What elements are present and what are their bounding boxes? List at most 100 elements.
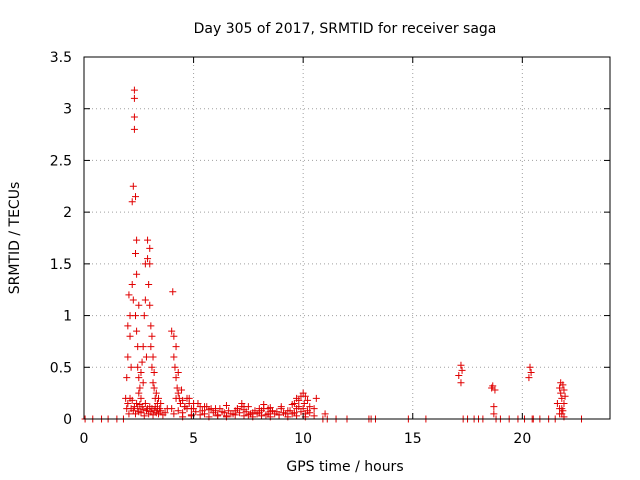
- x-tick-label: 20: [513, 431, 531, 447]
- data-point: [240, 403, 248, 411]
- data-point: [295, 396, 303, 404]
- data-point: [137, 368, 145, 376]
- data-point: [149, 353, 157, 361]
- data-point: [264, 405, 272, 413]
- x-axis-label: GPS time / hours: [286, 459, 403, 475]
- data-point: [152, 389, 160, 397]
- data-point: [174, 368, 182, 376]
- data-point: [123, 374, 131, 382]
- data-point: [490, 403, 498, 411]
- data-point: [132, 312, 140, 320]
- data-point: [170, 353, 178, 361]
- data-point: [491, 386, 499, 394]
- data-point: [526, 363, 534, 371]
- data-point: [129, 182, 137, 190]
- plot-frame: [83, 56, 611, 420]
- data-point: [130, 113, 138, 121]
- data-point: [136, 384, 144, 392]
- data-point: [527, 368, 535, 376]
- data-point: [129, 296, 137, 304]
- data-point: [172, 394, 180, 402]
- data-point: [132, 250, 140, 258]
- data-point: [293, 412, 301, 420]
- data-point: [290, 399, 298, 407]
- data-point: [201, 403, 209, 411]
- y-tick-label: 0: [63, 412, 72, 428]
- data-point: [183, 405, 191, 413]
- data-point: [128, 281, 136, 289]
- data-point: [144, 236, 152, 244]
- data-point: [255, 405, 263, 413]
- data-point: [149, 379, 157, 387]
- y-tick-label: 2: [63, 205, 72, 221]
- data-point: [288, 410, 296, 418]
- data-point: [174, 389, 182, 397]
- data-point: [148, 363, 156, 371]
- data-point: [173, 384, 181, 392]
- data-point: [553, 399, 561, 407]
- data-points: [81, 86, 586, 423]
- y-tick-label: 1: [63, 309, 72, 325]
- data-point: [144, 255, 152, 263]
- data-point: [275, 411, 283, 419]
- data-point: [172, 374, 180, 382]
- data-point: [130, 86, 138, 94]
- data-point: [560, 399, 568, 407]
- y-tick-label: 3: [63, 102, 72, 118]
- data-point: [262, 411, 270, 419]
- data-point: [306, 409, 314, 417]
- data-point: [489, 382, 497, 390]
- data-point: [458, 366, 466, 374]
- data-point: [212, 405, 219, 413]
- grid: [84, 57, 610, 419]
- data-point: [148, 332, 156, 340]
- data-point: [557, 379, 565, 387]
- data-point: [135, 301, 143, 309]
- x-tick-label: 5: [189, 431, 198, 447]
- y-axis-label: SRMTID / TECUs: [7, 182, 23, 295]
- data-point: [214, 412, 222, 420]
- data-point: [222, 402, 230, 410]
- data-point: [157, 407, 165, 415]
- data-point: [301, 392, 309, 400]
- data-point: [138, 358, 146, 366]
- data-point: [172, 343, 180, 351]
- data-point: [141, 296, 149, 304]
- data-point: [134, 363, 142, 371]
- data-point: [455, 372, 463, 380]
- x-tick-label: 15: [404, 431, 422, 447]
- data-point: [174, 407, 182, 415]
- data-point: [310, 412, 318, 420]
- data-point: [218, 408, 226, 416]
- data-point: [146, 244, 154, 252]
- data-point: [556, 384, 564, 392]
- y-tick-label: 2.5: [50, 153, 72, 169]
- data-point: [196, 411, 204, 419]
- data-point: [321, 410, 329, 418]
- data-point: [135, 389, 143, 397]
- data-point: [133, 327, 141, 335]
- data-point: [457, 361, 465, 369]
- data-point: [201, 410, 209, 418]
- data-point: [192, 408, 200, 416]
- data-point: [559, 407, 567, 415]
- data-point: [145, 281, 153, 289]
- data-point: [124, 322, 132, 330]
- data-point: [133, 399, 141, 407]
- data-point: [279, 409, 287, 417]
- y-tick-label: 1.5: [50, 257, 72, 273]
- data-point: [170, 332, 178, 340]
- data-point: [146, 260, 154, 268]
- data-point: [236, 409, 244, 417]
- data-point: [140, 312, 148, 320]
- data-point: [185, 394, 193, 402]
- data-point: [312, 394, 320, 402]
- data-point: [132, 193, 140, 201]
- data-point: [258, 412, 266, 420]
- data-point: [157, 399, 165, 407]
- data-point: [560, 386, 568, 394]
- data-point: [260, 401, 268, 409]
- data-point: [127, 363, 135, 371]
- data-point: [171, 363, 179, 371]
- data-point: [140, 412, 148, 420]
